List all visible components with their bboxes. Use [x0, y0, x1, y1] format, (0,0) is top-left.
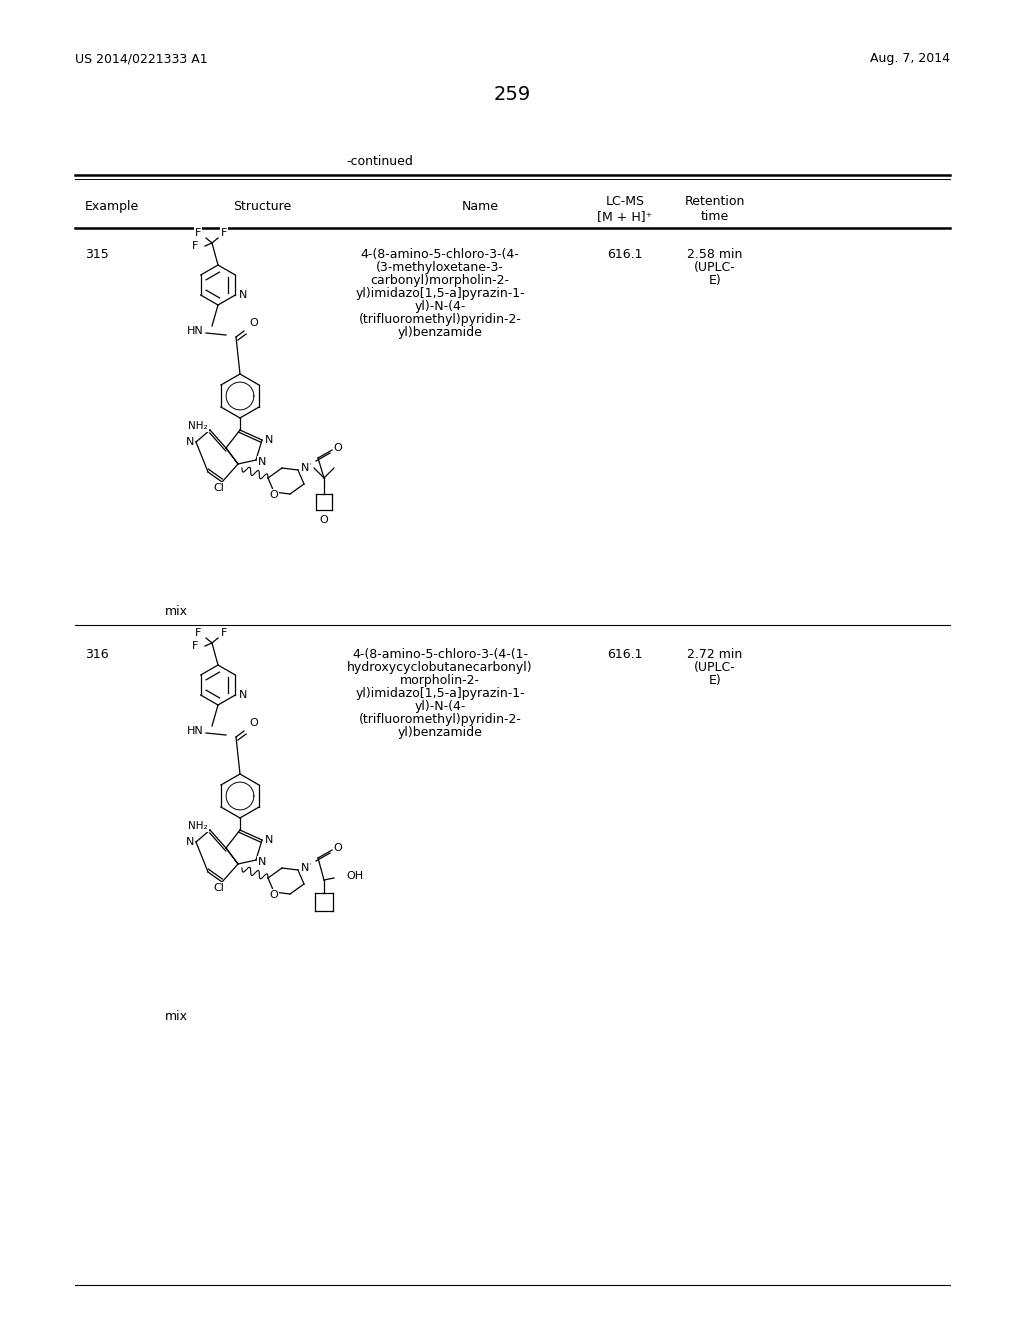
Text: N: N	[240, 690, 248, 700]
Text: O: O	[334, 843, 342, 853]
Text: 616.1: 616.1	[607, 248, 643, 261]
Text: (3-methyloxetane-3-: (3-methyloxetane-3-	[376, 261, 504, 275]
Text: 259: 259	[494, 84, 530, 104]
Text: LC-MS: LC-MS	[605, 195, 644, 209]
Text: [M + H]⁺: [M + H]⁺	[597, 210, 652, 223]
Text: 616.1: 616.1	[607, 648, 643, 661]
Text: N: N	[240, 290, 248, 300]
Text: F: F	[195, 628, 201, 638]
Text: O: O	[334, 444, 342, 453]
Text: N: N	[265, 836, 273, 845]
Text: US 2014/0221333 A1: US 2014/0221333 A1	[75, 51, 208, 65]
Text: -continued: -continued	[346, 154, 414, 168]
Text: F: F	[221, 628, 227, 638]
Text: 2.58 min: 2.58 min	[687, 248, 742, 261]
Text: N: N	[265, 436, 273, 445]
Text: 4-(8-amino-5-chloro-3-(4-: 4-(8-amino-5-chloro-3-(4-	[360, 248, 519, 261]
Text: O: O	[250, 318, 258, 327]
Text: E): E)	[709, 675, 721, 686]
Text: F: F	[191, 242, 199, 251]
Text: HN: HN	[187, 726, 204, 737]
Text: Cl: Cl	[213, 483, 224, 492]
Text: N: N	[301, 463, 309, 473]
Text: Structure: Structure	[232, 201, 291, 213]
Text: NH₂: NH₂	[188, 421, 208, 432]
Text: N: N	[301, 863, 309, 873]
Text: O: O	[269, 890, 279, 900]
Text: time: time	[700, 210, 729, 223]
Text: O: O	[250, 718, 258, 729]
Text: N: N	[185, 837, 194, 847]
Text: (trifluoromethyl)pyridin-2-: (trifluoromethyl)pyridin-2-	[358, 713, 521, 726]
Text: yl)-N-(4-: yl)-N-(4-	[415, 300, 466, 313]
Text: O: O	[319, 515, 329, 525]
Text: (UPLC-: (UPLC-	[694, 261, 736, 275]
Text: F: F	[191, 642, 199, 651]
Text: Name: Name	[462, 201, 499, 213]
Text: mix: mix	[165, 1010, 188, 1023]
Text: 2.72 min: 2.72 min	[687, 648, 742, 661]
Text: Retention: Retention	[685, 195, 745, 209]
Text: 4-(8-amino-5-chloro-3-(4-(1-: 4-(8-amino-5-chloro-3-(4-(1-	[352, 648, 528, 661]
Text: carbonyl)morpholin-2-: carbonyl)morpholin-2-	[371, 275, 510, 286]
Text: yl)benzamide: yl)benzamide	[397, 726, 482, 739]
Text: morpholin-2-: morpholin-2-	[400, 675, 480, 686]
Text: HN: HN	[187, 326, 204, 337]
Text: yl)benzamide: yl)benzamide	[397, 326, 482, 339]
Text: mix: mix	[165, 605, 188, 618]
Text: (trifluoromethyl)pyridin-2-: (trifluoromethyl)pyridin-2-	[358, 313, 521, 326]
Text: N: N	[258, 457, 266, 467]
Text: O: O	[269, 490, 279, 500]
Text: Aug. 7, 2014: Aug. 7, 2014	[870, 51, 950, 65]
Text: yl)-N-(4-: yl)-N-(4-	[415, 700, 466, 713]
Text: yl)imidazo[1,5-a]pyrazin-1-: yl)imidazo[1,5-a]pyrazin-1-	[355, 686, 525, 700]
Text: NH₂: NH₂	[188, 821, 208, 832]
Text: hydroxycyclobutanecarbonyl): hydroxycyclobutanecarbonyl)	[347, 661, 532, 675]
Text: Example: Example	[85, 201, 139, 213]
Text: 316: 316	[85, 648, 109, 661]
Text: F: F	[195, 228, 201, 238]
Text: 315: 315	[85, 248, 109, 261]
Text: E): E)	[709, 275, 721, 286]
Text: Cl: Cl	[213, 883, 224, 894]
Text: N: N	[185, 437, 194, 447]
Text: F: F	[221, 228, 227, 238]
Text: (UPLC-: (UPLC-	[694, 661, 736, 675]
Text: N: N	[258, 857, 266, 867]
Text: yl)imidazo[1,5-a]pyrazin-1-: yl)imidazo[1,5-a]pyrazin-1-	[355, 286, 525, 300]
Text: OH: OH	[346, 871, 364, 880]
